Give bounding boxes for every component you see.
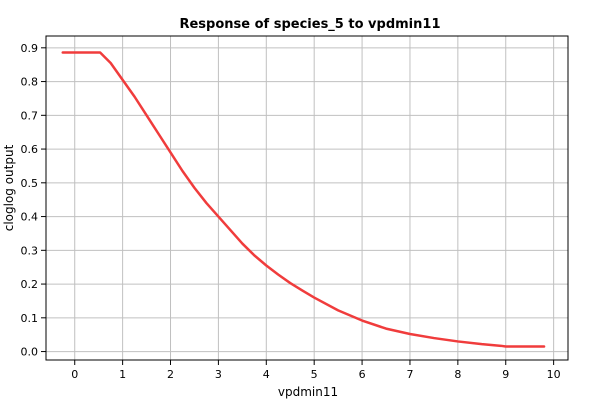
- x-tick-label: 5: [311, 368, 318, 381]
- series-group: [61, 51, 546, 348]
- x-tick-label: 8: [454, 368, 461, 381]
- y-tick-label: 0.0: [21, 346, 39, 359]
- x-tick-label: 0: [71, 368, 78, 381]
- x-tick-label: 3: [215, 368, 222, 381]
- y-tick-label: 0.8: [21, 76, 39, 89]
- x-tick-label: 2: [167, 368, 174, 381]
- y-tick-label: 0.5: [21, 177, 39, 190]
- x-tick-label: 1: [119, 368, 126, 381]
- y-tick-label: 0.1: [21, 312, 39, 325]
- y-tick-label: 0.4: [21, 211, 39, 224]
- x-tick-label: 10: [547, 368, 561, 381]
- y-tick-label: 0.3: [21, 244, 39, 257]
- x-tick-label: 4: [263, 368, 270, 381]
- plot-area: [45, 35, 569, 361]
- y-tick-label: 0.2: [21, 278, 39, 291]
- grid: [46, 36, 568, 360]
- x-tick-label: 7: [406, 368, 413, 381]
- y-tick-label: 0.6: [21, 143, 39, 156]
- y-tick-label: 0.7: [21, 109, 39, 122]
- chart-title: Response of species_5 to vpdmin11: [179, 17, 440, 32]
- x-tick-label: 9: [502, 368, 509, 381]
- axis-ticks: 0 1 2 3 4 5 6 7 8 9 10 0.0 0.1 0.2 0.3 0.4 0.5 0.6 0.7 0.8 0…: [21, 42, 561, 381]
- y-tick-label: 0.9: [21, 42, 39, 55]
- y-axis-label: cloglog output: [2, 144, 16, 231]
- x-axis-label: vpdmin11: [278, 385, 338, 399]
- series-line: [61, 51, 546, 348]
- x-tick-label: 6: [359, 368, 366, 381]
